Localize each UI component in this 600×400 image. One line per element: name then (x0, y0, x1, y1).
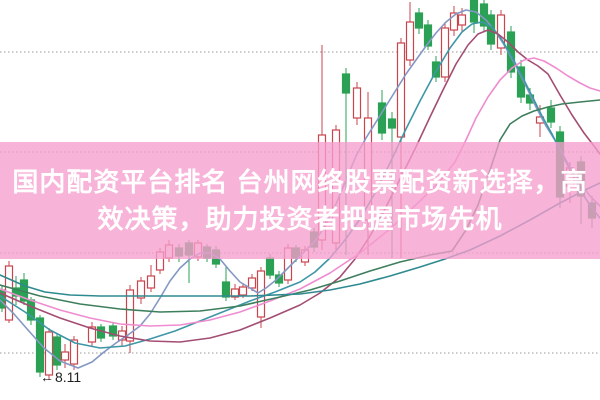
candle-up (44, 331, 54, 376)
candle-down (221, 281, 231, 298)
price-annotation: ←8.11 (40, 369, 81, 385)
banner-text-line-2: 效决策，助力投资者把握市场先机 (97, 203, 503, 234)
candle-down (52, 336, 62, 366)
candle-up (60, 351, 70, 361)
candle-up (496, 14, 506, 49)
candle-up (230, 288, 240, 298)
candle-up (396, 42, 406, 138)
candle-up (449, 12, 459, 31)
candle-up (146, 275, 156, 289)
candle-up (440, 27, 450, 78)
candle-down (423, 24, 433, 47)
banner-text-line-1: 国内配资平台排名 台州网络股票配资新选择，高 (12, 166, 588, 197)
candle-up (87, 326, 97, 343)
price-annotation-value: 8.11 (55, 369, 82, 385)
candle-down (274, 274, 284, 284)
left-arrow-icon: ← (40, 369, 54, 385)
candle-up (136, 280, 146, 299)
candle-up (405, 21, 415, 61)
candle-up (256, 270, 266, 318)
candle-down (108, 325, 118, 337)
candle-up (247, 277, 257, 289)
candle-down (265, 257, 275, 276)
candle-up (352, 87, 362, 119)
candle-down (35, 317, 45, 373)
candle-down (546, 107, 556, 123)
candle-up (457, 14, 467, 26)
candle-up (238, 286, 248, 296)
candle-up (69, 339, 79, 365)
promo-banner: 国内配资平台排名 台州网络股票配资新选择，高 效决策，助力投资者把握市场先机 (0, 142, 600, 259)
candle-up (125, 289, 135, 342)
candle-down (414, 12, 424, 29)
candle-down (96, 326, 106, 339)
candle-down (387, 118, 397, 129)
candle-down (431, 61, 441, 78)
candle-down (341, 73, 351, 94)
candle-down (11, 287, 21, 297)
